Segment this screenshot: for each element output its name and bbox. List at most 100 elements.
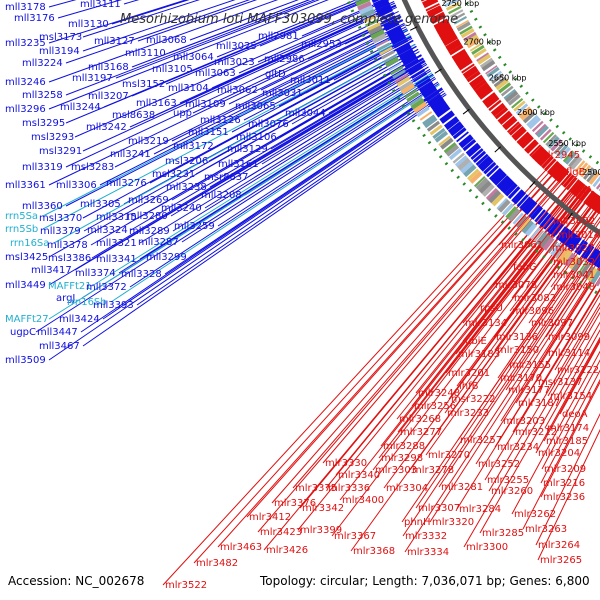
gene-block: [451, 12, 466, 22]
gene-label: mll3296: [5, 104, 46, 115]
leader-line: [488, 302, 600, 492]
gene-block: [469, 74, 483, 86]
gene-block: [496, 198, 508, 210]
leader-line: [170, 62, 427, 217]
leader-line: [297, 181, 582, 531]
gene-label: mll3341: [96, 254, 137, 265]
gene-block: [546, 160, 560, 174]
leader-line: [74, 0, 390, 138]
leader-line: [512, 287, 600, 433]
leader-line: [404, 252, 600, 553]
leader-line: [544, 329, 600, 429]
leader-line: [153, 26, 407, 155]
gene-block: [507, 186, 521, 200]
gene-label: mlr3122: [557, 365, 599, 376]
gene-block: [571, 257, 584, 272]
gene-label: mlr3204: [538, 448, 580, 459]
gene-label: mll3361: [5, 180, 46, 191]
gene-label: mlr3522: [165, 580, 207, 591]
gene-block: [544, 158, 557, 172]
gene-label: mll3109: [185, 99, 226, 110]
gene-label: mlr3216: [543, 478, 585, 489]
gene-block: [574, 160, 586, 173]
gene-block: [507, 208, 521, 222]
gene-label: mll3104: [168, 83, 209, 94]
gene-block: [556, 168, 570, 184]
gene-block: [501, 179, 515, 194]
leader-line: [115, 0, 320, 79]
leader-line: [48, 15, 402, 186]
gene-label: mll3324: [87, 225, 128, 236]
tick-mark: [434, 68, 442, 74]
gene-block: [466, 37, 481, 49]
leader-line: [65, 0, 251, 64]
gene-block: [476, 52, 489, 62]
gene-block: [455, 55, 471, 68]
leader-line: [57, 0, 123, 19]
gene-label: mlr3278: [412, 465, 454, 476]
gene-label: mlr3336: [328, 483, 370, 494]
gene-label: mll3244: [60, 102, 101, 113]
gene-block: [526, 114, 539, 127]
gene-block: [422, 86, 438, 99]
gene-block: [524, 200, 538, 215]
gene-block: [553, 142, 566, 155]
gene-block: [492, 104, 507, 117]
leader-line: [42, 35, 411, 230]
gene-label: mlr3203: [503, 416, 545, 427]
leader-line: [65, 0, 364, 124]
gene-block: [577, 162, 589, 175]
gene-label: mlr3300: [466, 542, 508, 553]
leader-line: [209, 59, 425, 188]
leader-line: [291, 51, 420, 125]
gene-label: msl3295: [22, 118, 65, 129]
leader-line: [378, 187, 590, 459]
leader-line: [82, 0, 236, 52]
gene-label: msl3370: [39, 213, 82, 224]
gene-block: [443, 142, 457, 154]
gene-block: [587, 193, 600, 208]
gene-block: [496, 175, 510, 189]
leader-line: [456, 195, 600, 387]
gene-block: [392, 69, 406, 80]
gene-block: [588, 171, 600, 185]
gene-block: [519, 218, 531, 231]
leader-line: [48, 60, 426, 286]
gene-label: mlr3234: [497, 442, 539, 453]
gene-block: [383, 54, 397, 64]
gene-block: [516, 215, 528, 228]
gene-label: rrn16Sa: [10, 238, 49, 249]
gene-label: mll3207: [88, 91, 129, 102]
gene-label: mlr3099: [548, 332, 590, 343]
gene-block: [471, 44, 485, 55]
gene-label: mll3509: [5, 355, 46, 366]
gene-block: [564, 252, 576, 267]
gene-block: [505, 206, 518, 219]
gene-block: [518, 106, 531, 118]
gene-block: [379, 46, 393, 56]
gene-label: mlr3048: [553, 282, 595, 293]
gene-block: [455, 19, 469, 29]
gene-block: [498, 176, 513, 192]
gene-block: [497, 198, 511, 213]
gene-block: [530, 206, 544, 220]
gene-label: mll2986: [264, 54, 305, 65]
gene-label: mll3449: [5, 280, 46, 291]
gene-label: mll3076: [248, 119, 289, 130]
leader-line: [540, 381, 600, 498]
gene-block: [502, 115, 516, 128]
gene-block: [444, 0, 459, 8]
leader-line: [528, 220, 600, 324]
gene-block: [458, 58, 473, 71]
tick-label: 2750 kbp: [442, 0, 480, 8]
gene-block: [503, 88, 516, 100]
gene-block: [459, 135, 474, 149]
gene-block: [452, 127, 467, 140]
leader-line: [90, 54, 422, 246]
gene-block: [486, 164, 499, 178]
gene-label: mll3062: [217, 85, 258, 96]
gene-block: [535, 149, 549, 164]
leader-line: [114, 22, 405, 168]
